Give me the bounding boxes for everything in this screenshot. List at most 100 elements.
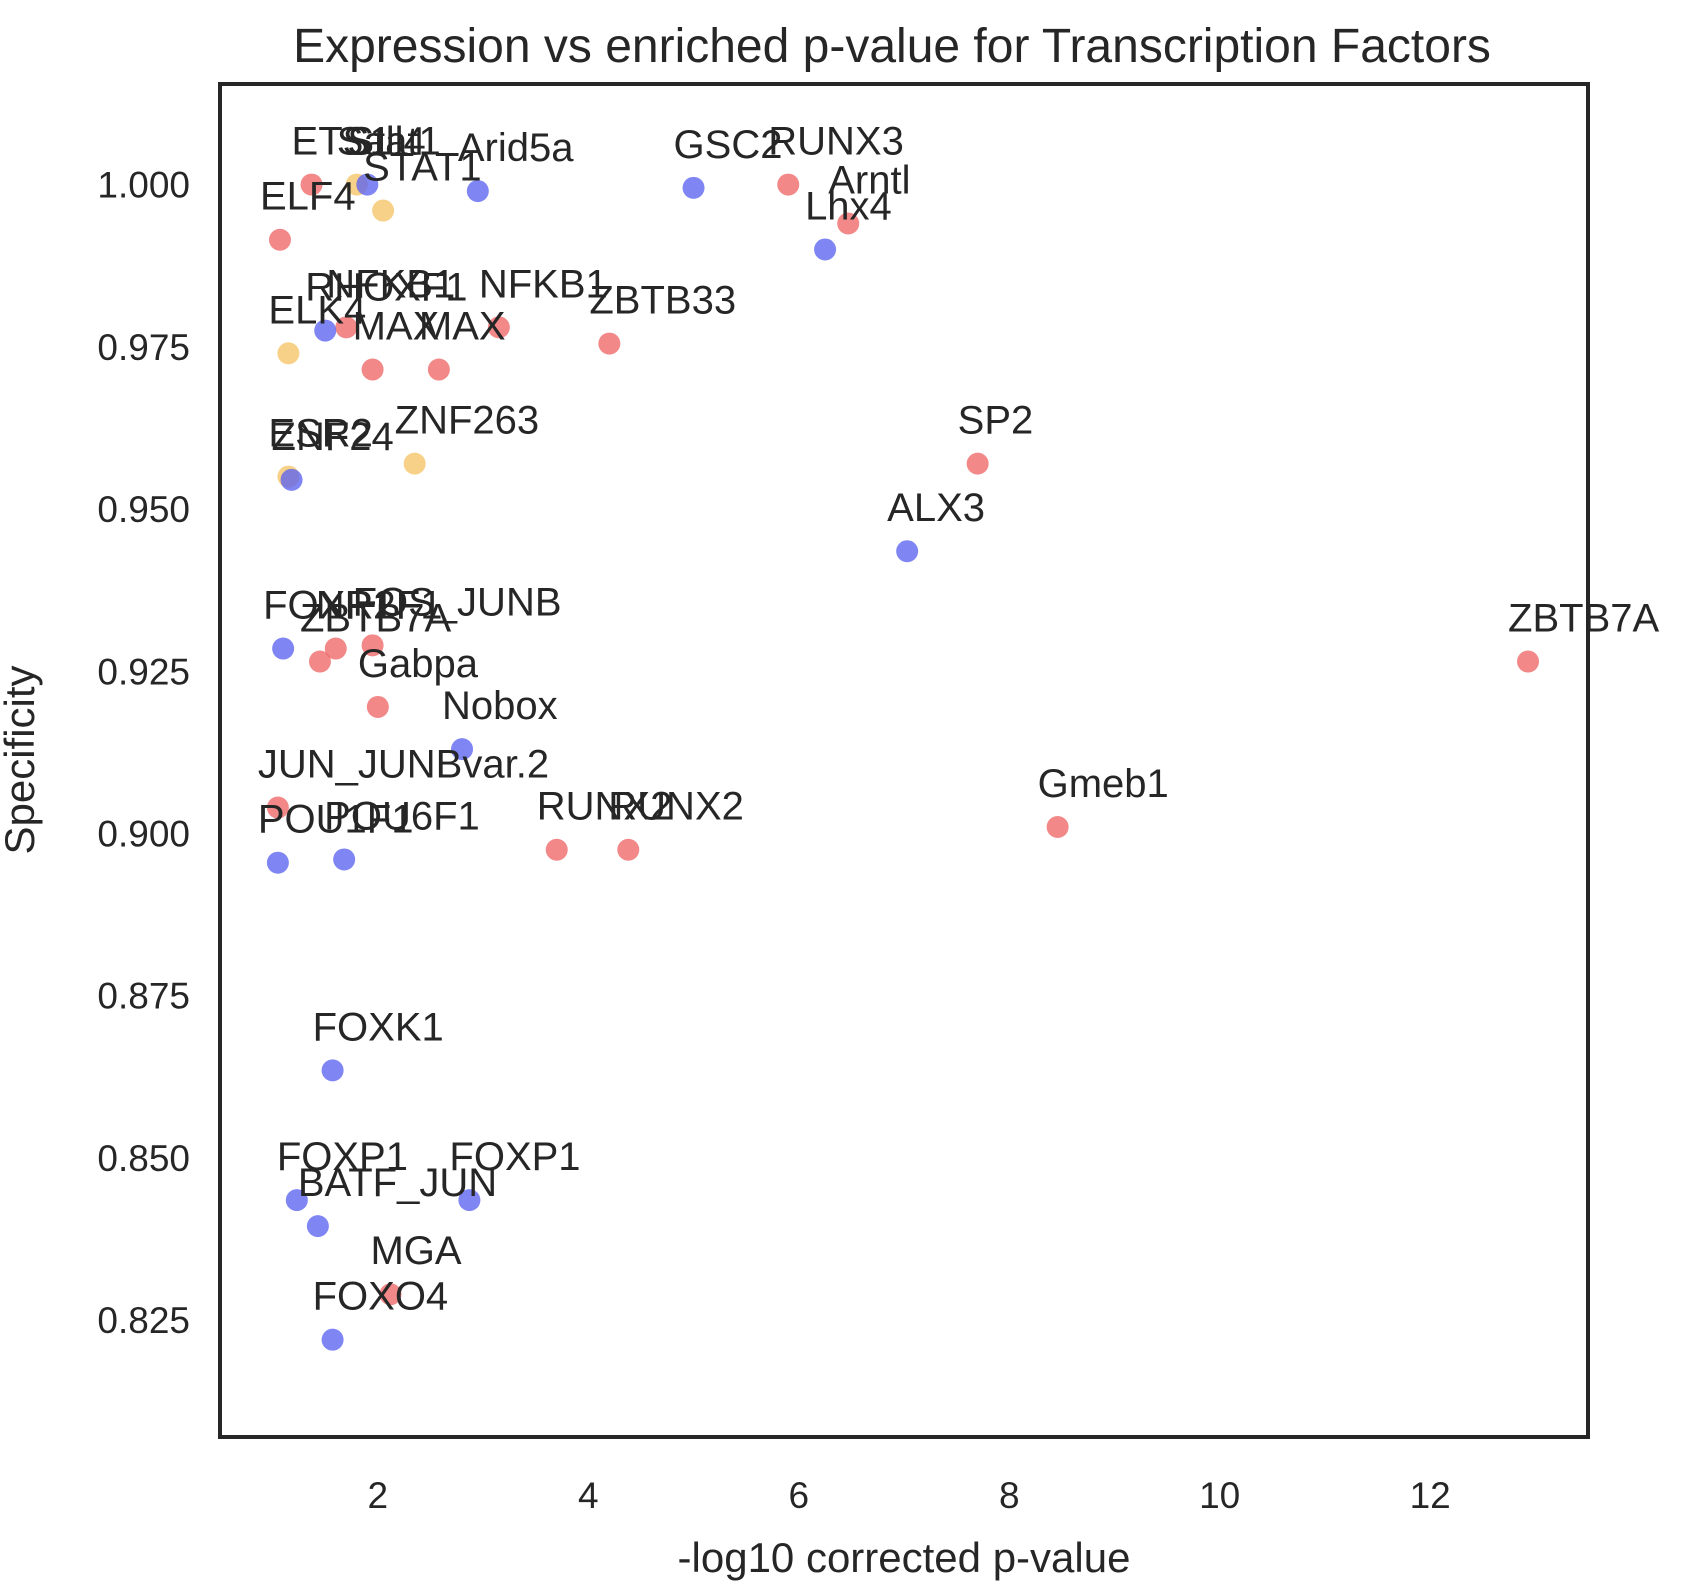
data-point xyxy=(403,452,426,475)
data-point-label: SP2 xyxy=(958,399,1034,443)
data-point-label: RUNX3 xyxy=(768,120,904,164)
data-point-label: RUNX2 xyxy=(608,785,744,829)
data-point xyxy=(266,796,289,819)
data-point-label: ZNF263 xyxy=(395,399,539,443)
data-point-label: NFKB1 xyxy=(479,262,608,306)
data-point xyxy=(1517,650,1540,673)
data-point xyxy=(458,1189,481,1212)
data-point-label: BATF_JUN xyxy=(298,1161,497,1205)
data-point xyxy=(321,1059,344,1082)
data-point xyxy=(356,173,379,196)
data-point-label: POU1F1 xyxy=(258,798,414,842)
data-point-label: NFKB1 xyxy=(326,262,455,306)
data-point xyxy=(333,848,356,871)
data-point xyxy=(372,199,395,222)
y-axis-label: Specificity xyxy=(0,665,43,854)
data-point xyxy=(285,1189,308,1212)
data-point-label: Arntl xyxy=(828,159,910,203)
data-point xyxy=(314,319,337,342)
data-point-label: FOXO4 xyxy=(313,1275,449,1319)
y-tick-label: 0.900 xyxy=(97,814,190,855)
data-point xyxy=(379,1283,402,1306)
data-point-label: MAX xyxy=(353,305,440,349)
data-point xyxy=(451,738,474,761)
x-tick-label: 8 xyxy=(999,1475,1020,1516)
data-point-label: POU6F1 xyxy=(324,794,480,838)
data-point-label: Gabpa xyxy=(358,642,479,686)
y-tick-label: 1.000 xyxy=(97,165,190,206)
data-point-label: Stat1 xyxy=(347,120,440,164)
data-point-label: ZBTB33 xyxy=(589,279,736,323)
y-tick-label: 0.925 xyxy=(97,651,190,692)
data-point xyxy=(321,1328,344,1351)
data-point-label: ELF4 xyxy=(260,175,356,219)
data-point-label: JUN_JUNBvar.2 xyxy=(258,743,549,787)
data-point xyxy=(308,650,331,673)
x-axis-ticks: 2 4 6 8 10 12 xyxy=(368,1475,1451,1516)
data-point xyxy=(335,316,358,339)
data-point xyxy=(682,176,705,199)
data-point-label: FOXK1 xyxy=(313,1005,444,1049)
data-point xyxy=(598,332,621,355)
data-point xyxy=(366,695,389,718)
data-point-label: ETS1 xyxy=(292,120,392,164)
data-point-label: Gmeb1 xyxy=(1038,762,1169,806)
data-point xyxy=(272,637,295,660)
data-point xyxy=(617,838,640,861)
data-point-label: FOS_JUNB xyxy=(353,580,562,624)
y-tick-label: 0.875 xyxy=(97,976,190,1017)
data-point-label: GSC2 xyxy=(674,123,783,167)
data-point-label: Arid5a xyxy=(458,126,574,170)
data-point-label: Sall4 xyxy=(337,120,426,164)
data-point-label: FOXP1 xyxy=(263,584,394,628)
data-point xyxy=(466,180,489,203)
y-tick-label: 0.950 xyxy=(97,489,190,530)
x-tick-label: 4 xyxy=(578,1475,599,1516)
data-point-label: Nobox xyxy=(442,684,558,728)
data-points xyxy=(266,173,1540,1351)
x-tick-label: 10 xyxy=(1199,1475,1240,1516)
data-point xyxy=(896,540,919,563)
data-point xyxy=(361,634,384,657)
y-axis-ticks: 0.825 0.850 0.875 0.900 0.925 0.950 0.975 1.000 xyxy=(97,165,190,1342)
data-point-label: FOXP1 xyxy=(449,1135,580,1179)
data-point-label: MGA xyxy=(370,1229,461,1273)
data-point xyxy=(837,212,860,235)
y-tick-label: 0.825 xyxy=(97,1300,190,1341)
x-tick-label: 6 xyxy=(788,1475,809,1516)
data-point-label: RUNX2 xyxy=(537,785,673,829)
data-point-label: Lhx4 xyxy=(805,184,892,228)
data-point xyxy=(266,851,289,874)
data-point xyxy=(545,838,568,861)
y-tick-label: 0.975 xyxy=(97,327,190,368)
data-point-label: ZNF24 xyxy=(272,415,394,459)
data-point-label: FOXP1 xyxy=(277,1135,408,1179)
data-point xyxy=(427,358,450,381)
data-point-label: NR2F1 xyxy=(316,584,443,628)
data-point xyxy=(487,316,510,339)
data-point xyxy=(777,173,800,196)
x-tick-label: 12 xyxy=(1410,1475,1451,1516)
x-axis-label: -log10 corrected p-value xyxy=(678,1534,1131,1581)
data-point-label: MAX xyxy=(419,305,506,349)
data-point-label: ZBTB7A xyxy=(300,597,451,641)
data-point xyxy=(1046,816,1069,839)
data-point xyxy=(361,358,384,381)
data-point xyxy=(277,342,300,365)
plot-frame xyxy=(218,82,1590,1439)
data-point xyxy=(966,452,989,475)
data-point-label: RHOXF1 xyxy=(305,266,467,310)
chart-title: Expression vs enriched p-value for Trans… xyxy=(293,20,1491,73)
data-point-label: STAT1 xyxy=(363,146,482,190)
data-point-label: ZBTB7A xyxy=(1508,597,1659,641)
data-point xyxy=(300,173,323,196)
data-point xyxy=(280,468,303,491)
data-point xyxy=(324,637,347,660)
y-tick-label: 0.850 xyxy=(97,1138,190,1179)
data-point xyxy=(814,238,837,261)
data-point-label: ALX3 xyxy=(887,486,985,530)
data-point xyxy=(306,1215,329,1238)
data-point-label: ELK4 xyxy=(268,288,366,332)
